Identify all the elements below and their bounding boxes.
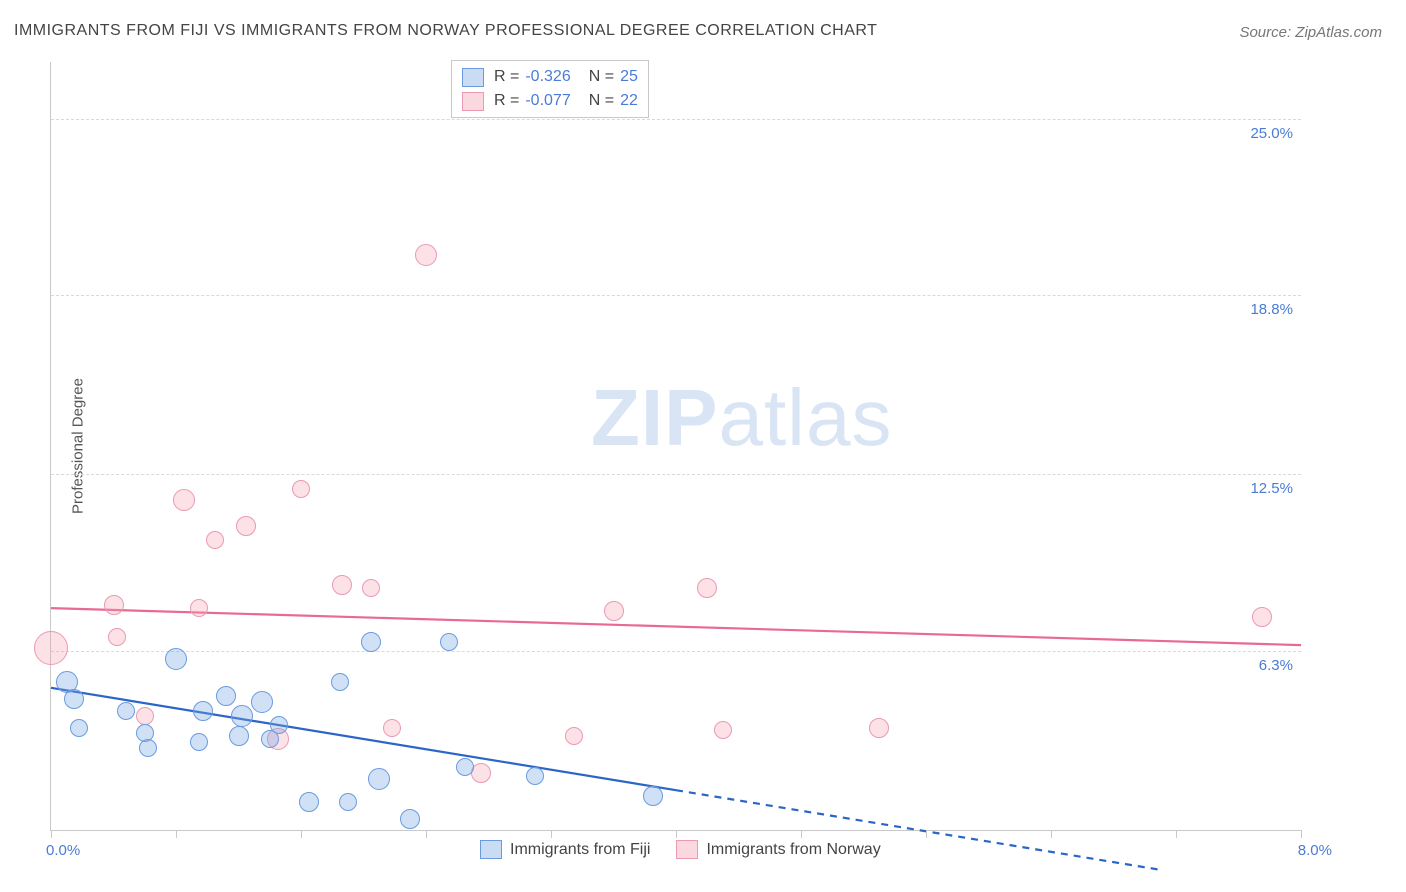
source-attribution: Source: ZipAtlas.com <box>1239 24 1382 41</box>
swatch-fiji-icon <box>480 840 502 859</box>
n-label: N = <box>589 68 614 86</box>
y-tick-label: 6.3% <box>1259 657 1293 674</box>
swatch-fiji-icon <box>462 68 484 87</box>
point-fiji <box>361 632 381 652</box>
point-norway <box>362 579 380 597</box>
legend-label: Immigrants from Fiji <box>510 841 650 859</box>
x-tick <box>1051 830 1052 838</box>
point-norway <box>714 721 732 739</box>
legend-item-fiji: Immigrants from Fiji <box>480 840 650 859</box>
swatch-norway-icon <box>676 840 698 859</box>
point-norway <box>383 719 401 737</box>
point-fiji <box>117 702 135 720</box>
point-fiji <box>193 701 213 721</box>
n-value: 22 <box>620 92 638 110</box>
n-label: N = <box>589 92 614 110</box>
point-norway <box>136 707 154 725</box>
point-fiji <box>70 719 88 737</box>
point-norway <box>415 244 437 266</box>
legend-label: Immigrants from Norway <box>706 841 880 859</box>
plot-area: ZIPatlas R = -0.326 N = 25 R = -0.077 N … <box>50 62 1301 831</box>
point-norway <box>604 601 624 621</box>
x-tick <box>1301 830 1302 838</box>
point-fiji <box>400 809 420 829</box>
gridline <box>51 119 1301 120</box>
point-fiji <box>165 648 187 670</box>
point-norway <box>869 718 889 738</box>
r-label: R = <box>494 68 519 86</box>
legend-row-fiji: R = -0.326 N = 25 <box>462 65 638 89</box>
point-fiji <box>251 691 273 713</box>
x-tick <box>426 830 427 838</box>
point-fiji <box>299 792 319 812</box>
legend-row-norway: R = -0.077 N = 22 <box>462 89 638 113</box>
point-fiji <box>229 726 249 746</box>
point-fiji <box>231 705 253 727</box>
point-fiji <box>339 793 357 811</box>
point-norway <box>697 578 717 598</box>
point-norway <box>236 516 256 536</box>
y-tick-label: 18.8% <box>1250 301 1293 318</box>
point-norway <box>34 631 68 665</box>
point-fiji <box>331 673 349 691</box>
legend-item-norway: Immigrants from Norway <box>676 840 880 859</box>
x-tick <box>801 830 802 838</box>
point-norway <box>104 595 124 615</box>
gridline <box>51 474 1301 475</box>
gridline <box>51 651 1301 652</box>
point-fiji <box>368 768 390 790</box>
point-fiji <box>456 758 474 776</box>
x-tick <box>1176 830 1177 838</box>
legend-series: Immigrants from Fiji Immigrants from Nor… <box>480 840 881 859</box>
point-norway <box>108 628 126 646</box>
chart-title: IMMIGRANTS FROM FIJI VS IMMIGRANTS FROM … <box>14 22 877 40</box>
y-tick-label: 12.5% <box>1250 480 1293 497</box>
point-fiji <box>270 716 288 734</box>
x-tick <box>51 830 52 838</box>
point-fiji <box>526 767 544 785</box>
x-tick <box>551 830 552 838</box>
r-label: R = <box>494 92 519 110</box>
legend-correlation: R = -0.326 N = 25 R = -0.077 N = 22 <box>451 60 649 118</box>
gridline <box>51 295 1301 296</box>
point-norway <box>206 531 224 549</box>
point-norway <box>292 480 310 498</box>
point-norway <box>190 599 208 617</box>
point-norway <box>173 489 195 511</box>
point-norway <box>1252 607 1272 627</box>
x-tick <box>301 830 302 838</box>
point-fiji <box>64 689 84 709</box>
point-fiji <box>216 686 236 706</box>
x-tick <box>926 830 927 838</box>
point-norway <box>332 575 352 595</box>
point-fiji <box>139 739 157 757</box>
x-tick <box>176 830 177 838</box>
x-tick <box>676 830 677 838</box>
r-value: -0.077 <box>525 92 570 110</box>
x-axis-max-label: 8.0% <box>1298 842 1332 859</box>
x-axis-min-label: 0.0% <box>46 842 80 859</box>
y-tick-label: 25.0% <box>1250 125 1293 142</box>
swatch-norway-icon <box>462 92 484 111</box>
r-value: -0.326 <box>525 68 570 86</box>
point-fiji <box>643 786 663 806</box>
n-value: 25 <box>620 68 638 86</box>
point-fiji <box>440 633 458 651</box>
point-norway <box>565 727 583 745</box>
point-fiji <box>190 733 208 751</box>
